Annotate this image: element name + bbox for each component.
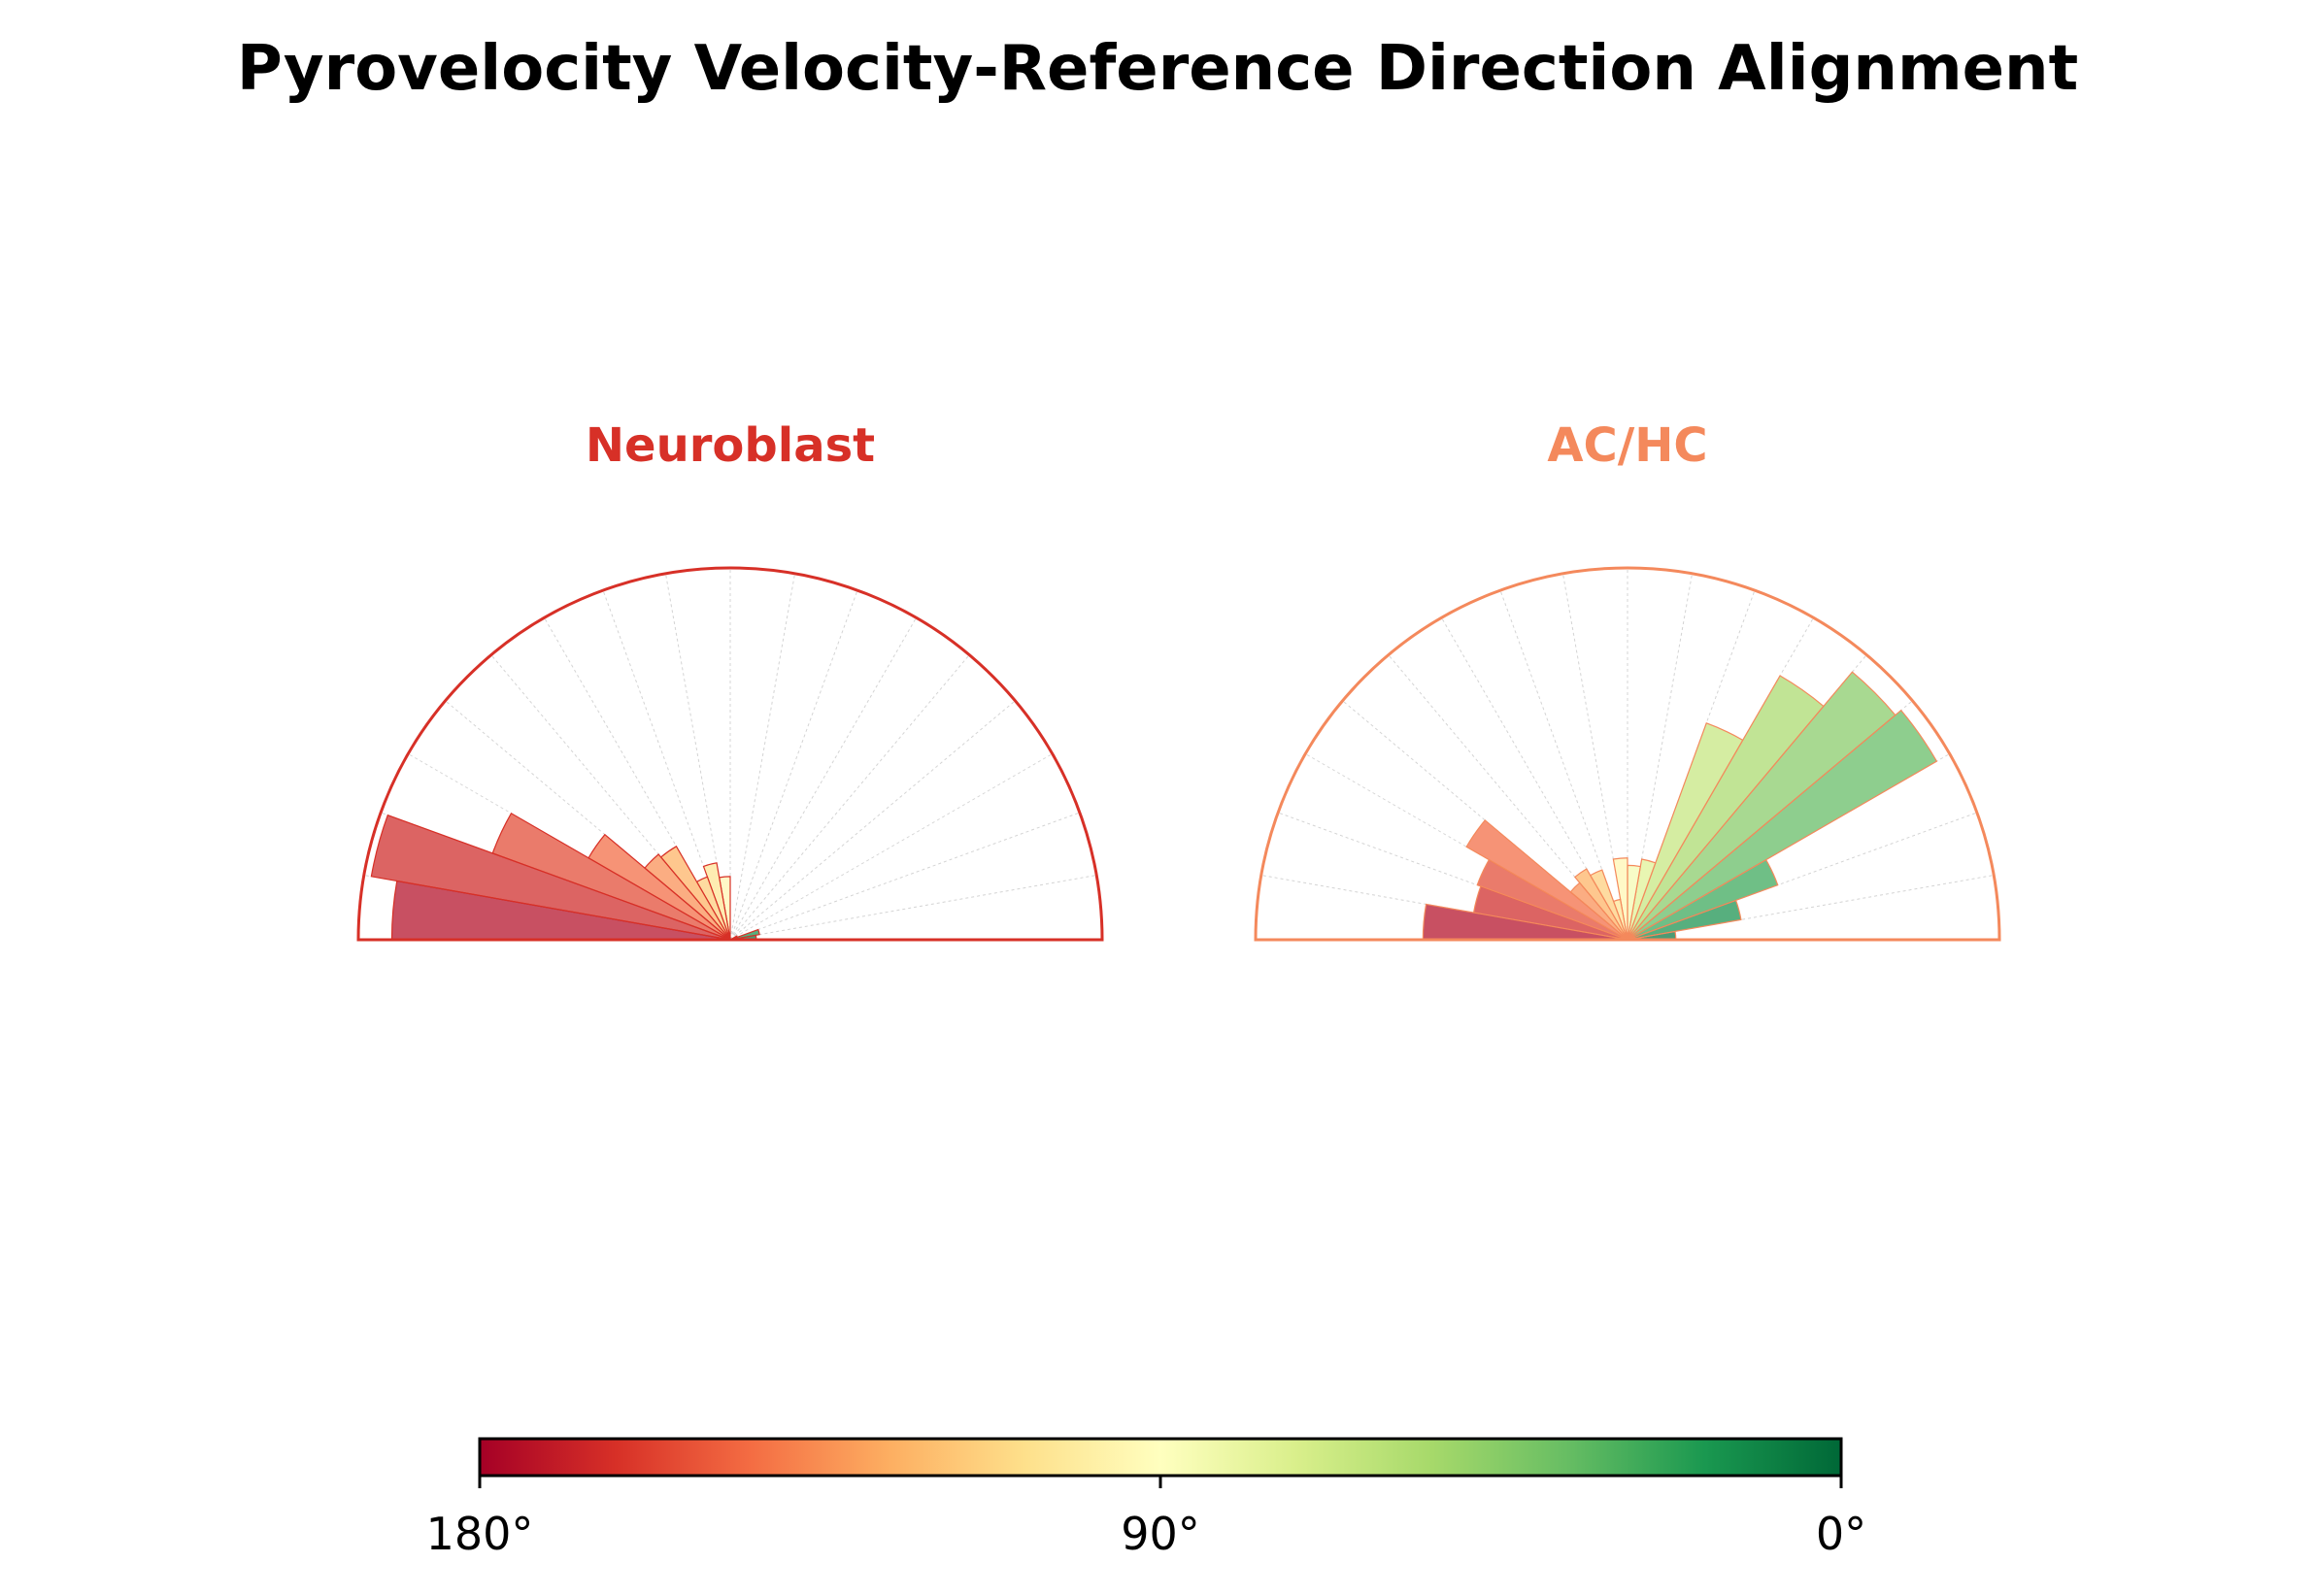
- grid-spoke-160: [1277, 812, 1628, 941]
- grid-spoke-40: [729, 700, 1016, 941]
- bar-achc-55deg: [1627, 675, 1825, 941]
- grid-spoke-60: [729, 617, 917, 941]
- grid-spoke-80: [729, 573, 796, 941]
- grid-spoke-110: [602, 589, 731, 941]
- figure-title: Pyrovelocity Velocity-Reference Directio…: [237, 33, 2078, 105]
- grid-spoke-50: [729, 654, 970, 941]
- grid-spoke-80: [1627, 573, 1694, 941]
- bar-achc-125deg: [1573, 868, 1628, 941]
- grid-spoke-20: [1627, 812, 1978, 941]
- bar-achc-145deg: [1465, 819, 1628, 941]
- polar-panel-achc: AC/HC: [1254, 418, 2001, 942]
- grid-spoke-170: [1260, 874, 1628, 941]
- grid-spoke-140: [445, 700, 731, 941]
- grid-spoke-150: [408, 753, 731, 941]
- grid-spoke-130: [1388, 654, 1628, 941]
- panel-title-achc: AC/HC: [1547, 418, 1707, 473]
- polar-bars-achc: [1422, 671, 1938, 941]
- bar-achc-35deg: [1627, 709, 1938, 941]
- grid-spoke-10: [1627, 874, 1995, 941]
- bar-achc-65deg: [1627, 722, 1744, 941]
- grid-spoke-100: [1561, 573, 1628, 941]
- grid-spoke-30: [729, 753, 1053, 941]
- grid-spoke-100: [664, 573, 731, 941]
- grid-spoke-70: [1627, 589, 1756, 941]
- grid-spoke-110: [1499, 589, 1628, 941]
- bar-achc-75deg: [1627, 858, 1657, 941]
- grid-spoke-150: [1305, 753, 1628, 941]
- colorbar: 180° 90° 0°: [426, 1437, 1866, 1560]
- bar-achc-155deg: [1476, 858, 1628, 941]
- polar-frame-neuroblast: [356, 566, 1104, 942]
- colorbar-label-180: 180°: [426, 1508, 534, 1560]
- grid-spoke-60: [1627, 617, 1814, 941]
- grid-spoke-120: [544, 617, 731, 941]
- bar-achc-45deg: [1627, 671, 1896, 941]
- polar-panel-neuroblast: Neuroblast: [356, 418, 1104, 942]
- colorbar-gradient: [478, 1437, 1843, 1478]
- grid-spoke-140: [1342, 700, 1628, 941]
- grid-spoke-20: [729, 812, 1081, 941]
- panel-title-neuroblast: Neuroblast: [586, 418, 875, 473]
- colorbar-label-0: 0°: [1816, 1508, 1866, 1560]
- bar-neuroblast-165deg: [370, 814, 731, 941]
- polar-bars-neuroblast: [370, 812, 760, 941]
- grid-spoke-70: [729, 589, 858, 941]
- grid-spoke-10: [729, 874, 1097, 941]
- polar-frame-achc: [1254, 566, 2001, 942]
- grid-spoke-120: [1441, 617, 1628, 941]
- colorbar-label-90: 90°: [1121, 1508, 1200, 1560]
- grid-spoke-130: [490, 654, 731, 941]
